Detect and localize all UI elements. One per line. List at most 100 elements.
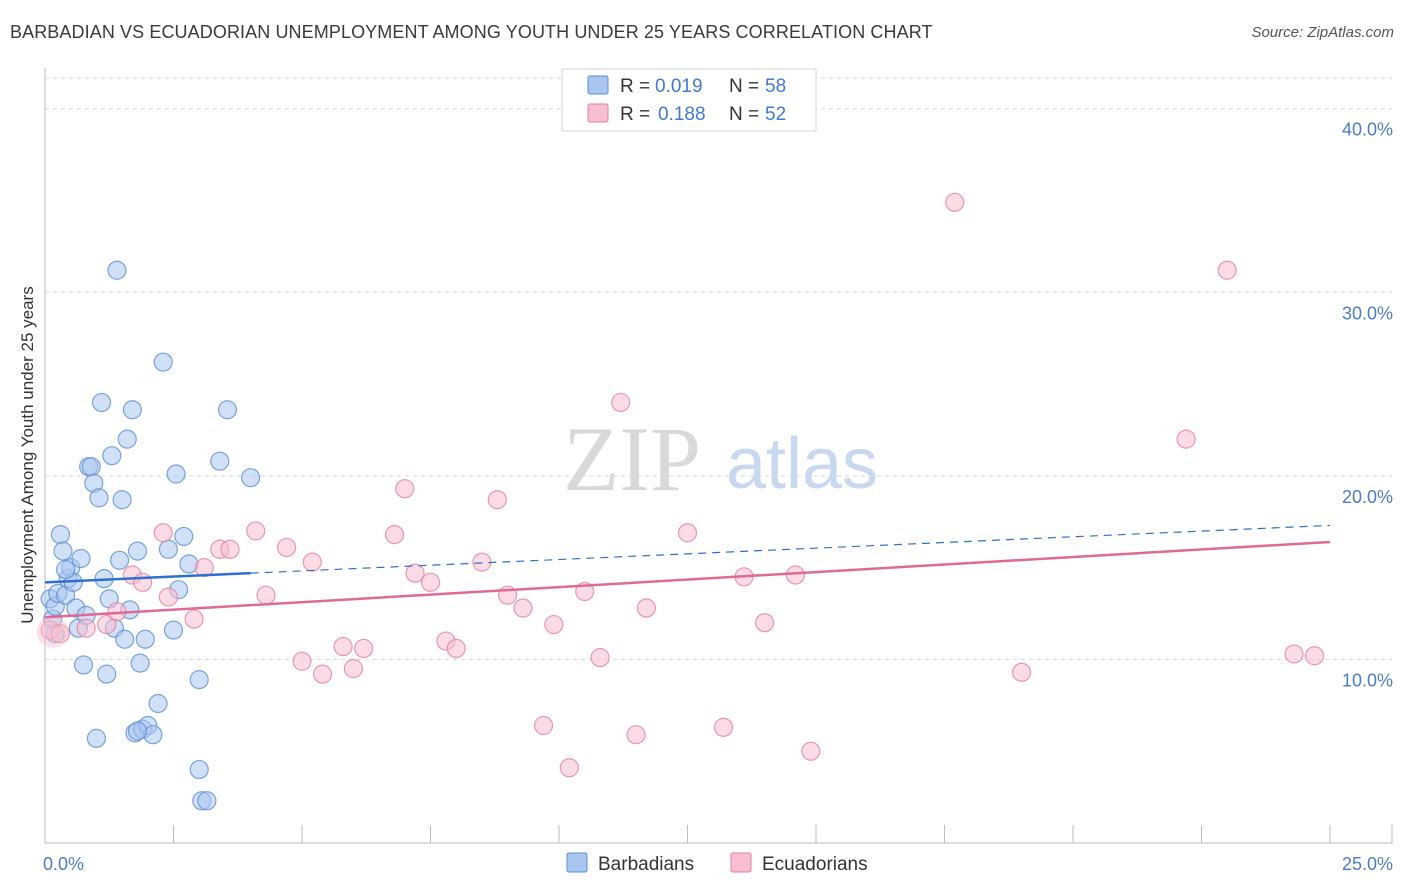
- ecuadorian-point: [276, 537, 297, 558]
- legend-label-ecuadorians: Ecuadorians: [762, 854, 868, 875]
- legend-n-label-2: N =: [729, 104, 759, 125]
- ecuadorian-point: [76, 618, 96, 638]
- legend-swatch-blue: [587, 75, 609, 95]
- barbadian-point: [241, 468, 261, 488]
- ecuadorian-point: [354, 638, 374, 659]
- ecuadorian-point: [420, 572, 441, 592]
- barbadian-point: [158, 539, 178, 559]
- ecuadorian-point: [487, 490, 507, 510]
- ecuadorian-point: [626, 725, 646, 745]
- ecuadorian-point: [472, 552, 492, 572]
- barbadians-points: [40, 260, 261, 811]
- ecuadorian-point: [677, 523, 698, 543]
- ecuadorian-point: [611, 392, 631, 413]
- barbadian-point: [189, 670, 209, 690]
- watermark-atlas: atlas: [726, 424, 878, 504]
- ecuadorian-point: [446, 638, 466, 659]
- barbadian-point: [148, 693, 168, 714]
- trendlines: [44, 524, 1331, 619]
- ecuadorian-point: [97, 614, 117, 635]
- barbadian-point: [81, 457, 101, 477]
- ecuadorians-trendline: [44, 540, 1331, 619]
- barbadian-point: [112, 490, 132, 510]
- ecuadorian-point: [544, 614, 564, 635]
- ecuadorian-point: [945, 192, 965, 212]
- ecuadorian-point: [713, 717, 734, 737]
- legend-r-label-1: R =: [620, 76, 650, 97]
- ecuadorian-point: [636, 598, 656, 618]
- legend-r-value-2: 0.188: [658, 104, 706, 125]
- ecuadorian-point: [343, 659, 363, 679]
- barbadian-point: [91, 392, 112, 413]
- barbadian-point: [135, 629, 155, 649]
- barbadian-point: [102, 446, 122, 466]
- ecuadorian-point: [292, 651, 312, 671]
- barbadian-point: [115, 629, 135, 649]
- ecuadorian-point: [405, 563, 425, 583]
- legend-n-label-1: N =: [729, 76, 759, 97]
- ecuadorian-point: [158, 587, 178, 607]
- ecuadorian-point: [754, 613, 775, 633]
- y-tick-label: 10.0%: [1342, 670, 1393, 690]
- ecuadorian-point: [312, 664, 333, 684]
- legend-n-value-2: 52: [765, 104, 786, 125]
- barbadian-point: [163, 620, 184, 640]
- barbadian-point: [189, 759, 209, 780]
- barbadian-point: [53, 541, 73, 561]
- ecuadorian-point: [1011, 662, 1032, 682]
- barbadian-point: [174, 526, 194, 547]
- barbadian-point: [127, 721, 148, 741]
- barbadian-point: [50, 524, 71, 545]
- barbadians-trendline: [44, 571, 251, 584]
- ecuadorian-point: [194, 558, 214, 578]
- ecuadorian-point: [302, 552, 322, 572]
- barbadians-trendline-extension: [250, 524, 1331, 574]
- x-tick-label: 0.0%: [43, 854, 84, 874]
- barbadian-point: [97, 664, 117, 684]
- ecuadorian-point: [246, 521, 266, 541]
- axes: [44, 68, 1393, 844]
- ecuadorian-point: [395, 479, 415, 499]
- barbadian-point: [217, 400, 238, 420]
- ecuadorian-point: [133, 572, 153, 592]
- legend-swatch-barbadians: [566, 852, 588, 873]
- chart-title: BARBADIAN VS ECUADORIAN UNEMPLOYMENT AMO…: [10, 22, 933, 42]
- y-tick-label: 20.0%: [1342, 487, 1393, 507]
- watermark-zip: ZIP: [563, 408, 701, 510]
- correlation-legend: R = 0.019 N = 58 R = 0.188 N = 52: [561, 68, 817, 132]
- legend-swatch-pink: [587, 103, 609, 123]
- ecuadorian-point: [513, 598, 533, 618]
- ecuadorian-point: [153, 523, 173, 543]
- x-tick-label: 25.0%: [1342, 854, 1393, 874]
- ecuadorian-point: [256, 585, 276, 605]
- barbadian-point: [127, 541, 148, 561]
- barbadian-point: [86, 728, 107, 748]
- ecuadorian-point: [1304, 646, 1325, 666]
- barbadian-point: [71, 548, 91, 569]
- legend-r-value-1: 0.019: [655, 76, 703, 97]
- barbadian-point: [107, 260, 127, 280]
- ecuadorian-point: [184, 609, 204, 629]
- barbadian-point: [153, 352, 173, 372]
- ecuadorian-point: [50, 624, 71, 644]
- ecuadorian-point: [785, 565, 806, 585]
- ecuadorian-point: [590, 647, 610, 668]
- barbadian-point: [166, 464, 186, 484]
- barbadian-point: [109, 550, 130, 570]
- barbadian-point: [89, 488, 109, 508]
- ecuadorian-point: [559, 758, 579, 778]
- y-tick-labels: 10.0% 20.0% 30.0% 40.0%: [1342, 120, 1393, 691]
- ecuadorian-point: [801, 741, 821, 761]
- barbadian-point: [55, 559, 76, 580]
- series-legend: Barbadians Ecuadorians: [566, 852, 868, 875]
- ecuadorian-cluster: [36, 615, 69, 648]
- legend-r-label-2: R =: [620, 104, 650, 125]
- ecuadorian-point: [1176, 429, 1196, 449]
- barbadian-point: [210, 451, 230, 471]
- ecuadorian-point: [333, 636, 353, 657]
- x-tick-labels: 0.0% 25.0%: [43, 854, 1393, 874]
- legend-label-barbadians: Barbadians: [598, 854, 694, 875]
- y-axis-label: Unemployment Among Youth under 25 years: [18, 286, 37, 623]
- barbadian-point: [117, 429, 137, 449]
- barbadian-point: [197, 791, 217, 811]
